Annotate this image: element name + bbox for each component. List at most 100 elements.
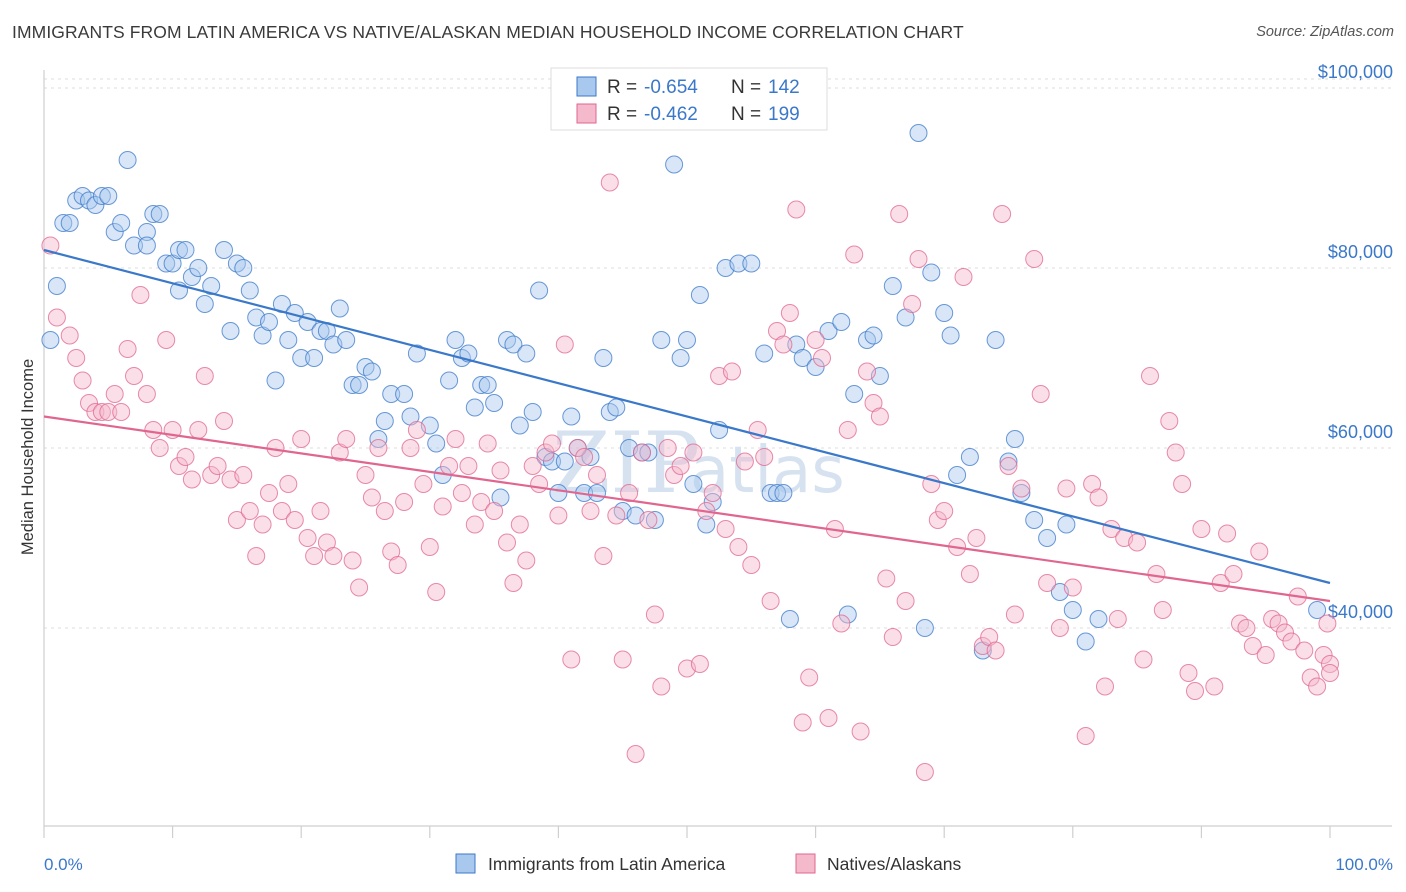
point-natives — [723, 362, 741, 381]
point-natives — [202, 466, 221, 484]
point-immigrants — [137, 236, 156, 255]
point-natives — [131, 286, 150, 304]
legend-r-value-natives: -0.462 — [644, 104, 698, 125]
point-immigrants — [761, 484, 780, 502]
point-natives — [716, 520, 735, 538]
point-immigrants — [485, 394, 504, 412]
point-immigrants — [922, 263, 941, 282]
point-immigrants — [47, 277, 66, 295]
point-immigrants — [729, 254, 748, 273]
point-natives — [581, 502, 600, 520]
point-immigrants — [832, 313, 851, 331]
point-natives — [343, 551, 362, 570]
legend-box — [550, 67, 828, 131]
point-natives — [311, 502, 330, 520]
trend-lines — [43, 248, 1331, 603]
point-immigrants — [594, 349, 613, 367]
point-natives — [1205, 677, 1224, 696]
point-immigrants — [819, 322, 838, 340]
point-natives — [234, 466, 253, 484]
legend-n-label-natives: N = — [731, 104, 761, 125]
point-immigrants — [1005, 430, 1024, 448]
point-immigrants — [356, 358, 375, 376]
point-natives — [652, 677, 671, 696]
point-natives — [729, 538, 748, 556]
point-natives — [543, 434, 561, 453]
point-immigrants — [350, 376, 369, 394]
legend-r-value-immigrants: -0.654 — [644, 77, 698, 98]
point-immigrants — [150, 205, 169, 223]
point-natives — [536, 443, 555, 462]
point-natives — [170, 457, 188, 475]
trend-line-immigrants — [43, 248, 1331, 585]
point-natives — [491, 461, 510, 480]
point-natives — [1243, 637, 1262, 655]
point-immigrants — [555, 452, 574, 471]
point-immigrants — [137, 223, 156, 241]
point-immigrants — [498, 331, 516, 349]
point-natives — [890, 205, 909, 223]
bottom-legend-label-natives: Natives/Alaskans — [827, 854, 961, 874]
point-immigrants — [960, 448, 979, 466]
point-natives — [703, 484, 722, 502]
x-tick-marks — [43, 826, 1331, 838]
point-natives — [780, 304, 799, 322]
bottom-legend-label-immigrants: Immigrants from Latin America — [488, 854, 726, 874]
point-natives — [1012, 479, 1031, 498]
point-immigrants — [105, 223, 124, 241]
y-tick-label: $60,000 — [1328, 422, 1393, 442]
point-immigrants — [665, 155, 684, 174]
point-natives — [99, 403, 118, 421]
point-natives — [684, 443, 703, 462]
point-natives — [395, 493, 414, 511]
point-natives — [292, 430, 311, 448]
point-immigrants — [652, 331, 671, 349]
point-immigrants — [157, 254, 176, 273]
point-immigrants — [292, 349, 311, 367]
point-natives — [272, 502, 291, 520]
point-natives — [440, 457, 459, 475]
point-immigrants — [530, 281, 549, 300]
point-natives — [986, 641, 1005, 660]
y-tick-label: $80,000 — [1328, 242, 1393, 262]
point-immigrants — [742, 254, 761, 273]
point-natives — [575, 448, 594, 466]
point-natives — [253, 515, 272, 534]
point-immigrants — [337, 331, 356, 349]
point-natives — [362, 488, 381, 507]
point-immigrants — [1012, 484, 1031, 502]
point-natives — [1308, 677, 1327, 696]
point-natives — [993, 205, 1012, 223]
point-immigrants — [838, 605, 857, 624]
point-natives — [125, 367, 143, 385]
point-immigrants — [234, 259, 253, 277]
point-natives — [452, 484, 471, 502]
point-natives — [774, 335, 793, 354]
legend-swatch-immigrants — [576, 76, 597, 97]
point-natives — [761, 592, 780, 610]
point-natives — [613, 650, 632, 669]
point-natives — [960, 565, 979, 583]
point-natives — [1250, 542, 1269, 561]
point-natives — [633, 443, 651, 462]
point-natives — [838, 421, 857, 439]
point-immigrants — [510, 416, 529, 435]
point-immigrants — [935, 304, 954, 322]
point-immigrants — [118, 151, 137, 169]
point-natives — [215, 412, 233, 430]
point-natives — [279, 475, 298, 493]
point-natives — [80, 394, 98, 412]
point-immigrants — [523, 403, 542, 421]
point-natives — [742, 556, 761, 574]
point-immigrants — [645, 511, 664, 529]
point-natives — [658, 439, 677, 457]
points-layer — [41, 124, 1339, 781]
point-immigrants — [125, 236, 143, 255]
point-natives — [883, 628, 902, 646]
point-natives — [1282, 632, 1301, 651]
point-immigrants — [780, 610, 799, 628]
point-natives — [645, 605, 664, 624]
point-natives — [1153, 601, 1172, 619]
point-immigrants — [1089, 610, 1108, 628]
point-natives — [195, 367, 214, 385]
